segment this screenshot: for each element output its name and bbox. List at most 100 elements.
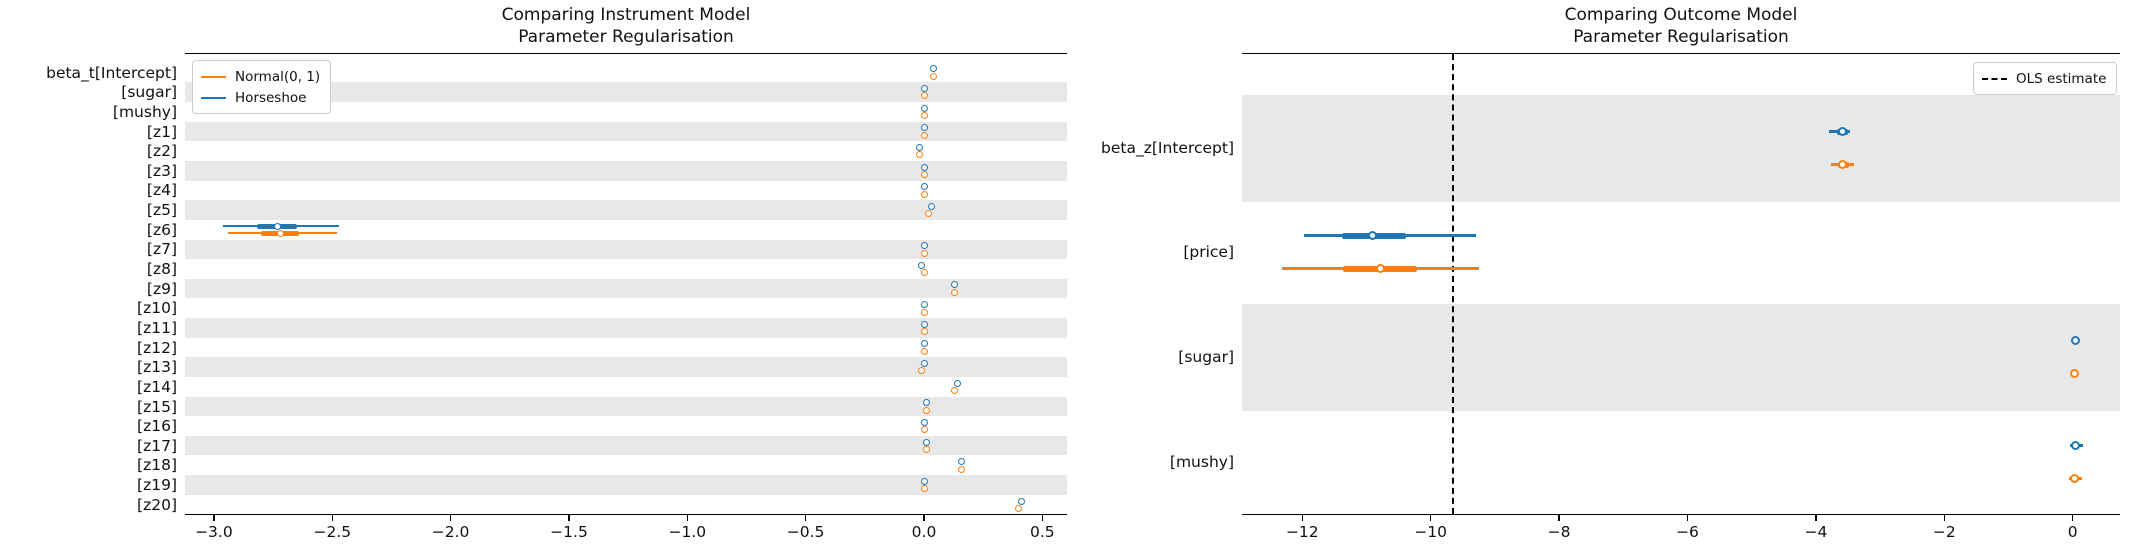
horseshoe-point-marker bbox=[920, 360, 928, 367]
ols-estimate-line bbox=[1452, 54, 1455, 514]
x-tick-mark bbox=[1686, 515, 1689, 521]
instrument-legend: Normal(0, 1) Horseshoe bbox=[192, 60, 332, 114]
horseshoe-point-marker bbox=[922, 399, 930, 407]
x-tick-label: −8 bbox=[1547, 523, 1571, 541]
normal-point-marker bbox=[920, 131, 928, 139]
x-tick-label: −12 bbox=[1285, 523, 1319, 541]
horseshoe-point-marker bbox=[920, 320, 928, 328]
normal-point-marker bbox=[920, 190, 928, 198]
bottom-spine bbox=[1242, 514, 2120, 516]
horseshoe-point-marker bbox=[274, 222, 282, 230]
row-label: [z13] bbox=[137, 358, 177, 377]
row-label: [z20] bbox=[137, 495, 177, 514]
x-tick-mark bbox=[568, 515, 570, 521]
x-tick-mark bbox=[331, 515, 333, 521]
x-tick-label: −0.5 bbox=[786, 523, 825, 541]
horseshoe-point-marker bbox=[953, 379, 961, 387]
x-tick-mark bbox=[2072, 515, 2074, 521]
normal-point-marker bbox=[2070, 369, 2080, 378]
horseshoe-point-marker bbox=[930, 65, 937, 73]
normal-point-marker bbox=[915, 151, 923, 159]
normal-point-marker bbox=[920, 249, 928, 257]
shaded-band bbox=[185, 357, 1067, 377]
row-label: [z12] bbox=[137, 338, 177, 357]
row-label: [z14] bbox=[137, 377, 177, 396]
top-spine bbox=[1242, 52, 2120, 54]
normal-point-marker bbox=[920, 171, 928, 178]
legend-label-horseshoe: Horseshoe bbox=[235, 89, 307, 106]
row-label: [z11] bbox=[137, 318, 177, 337]
row-label: [z3] bbox=[146, 161, 177, 180]
row-label: beta_t[Intercept] bbox=[46, 63, 177, 82]
instrument-plot-area: beta_t[Intercept] [sugar] [mushy] [z1] [z2][… bbox=[46, 52, 1067, 541]
shaded-band bbox=[185, 121, 1067, 142]
x-tick-label: −3.0 bbox=[195, 523, 233, 541]
x-tick-mark bbox=[1815, 515, 1817, 521]
horseshoe-point-marker bbox=[2070, 336, 2080, 345]
shaded-band bbox=[185, 318, 1067, 338]
shaded-band bbox=[185, 435, 1067, 456]
x-tick-mark bbox=[686, 515, 688, 521]
horseshoe-point-marker bbox=[920, 418, 928, 426]
row-label: [mushy] bbox=[112, 102, 177, 121]
row-label: [z17] bbox=[137, 436, 177, 455]
top-spine bbox=[185, 52, 1067, 54]
outcome-legend: OLS estimate bbox=[1973, 62, 2118, 95]
x-tick-label: −4 bbox=[1804, 523, 1828, 541]
row-label: [mushy] bbox=[1169, 453, 1234, 471]
horseshoe-point-marker bbox=[1368, 231, 1378, 240]
normal-point-marker bbox=[918, 367, 926, 375]
normal-point-marker bbox=[922, 406, 930, 414]
legend-label-normal: Normal(0, 1) bbox=[235, 68, 321, 85]
horseshoe-point-marker bbox=[1838, 127, 1848, 136]
x-tick-label: −1.5 bbox=[550, 523, 588, 541]
ols-dashed-line-sample-icon bbox=[1982, 77, 2007, 80]
normal-line-sample-icon bbox=[201, 75, 226, 78]
horseshoe-point-marker bbox=[922, 438, 930, 446]
x-tick-mark bbox=[449, 515, 452, 521]
x-tick-mark bbox=[1041, 515, 1043, 521]
row-label: [z19] bbox=[137, 476, 177, 494]
shaded-band bbox=[1242, 94, 2120, 202]
horseshoe-point-marker bbox=[920, 477, 928, 485]
x-tick-label: −10 bbox=[1414, 523, 1448, 541]
normal-point-marker bbox=[925, 210, 933, 218]
shaded-band bbox=[185, 475, 1067, 495]
shaded-band bbox=[185, 239, 1067, 260]
horseshoe-point-marker bbox=[927, 202, 935, 210]
x-tick-label: −1.0 bbox=[668, 523, 707, 541]
horseshoe-point-marker bbox=[920, 163, 928, 171]
row-label: [z6] bbox=[146, 220, 177, 239]
normal-point-marker bbox=[920, 92, 928, 100]
row-label: [z16] bbox=[137, 417, 177, 436]
normal-point-marker bbox=[958, 465, 966, 473]
normal-point-marker bbox=[920, 328, 928, 336]
horseshoe-point-marker bbox=[918, 261, 926, 269]
horseshoe-point-marker bbox=[920, 242, 928, 250]
horseshoe-point-marker bbox=[920, 124, 928, 132]
x-tick-label: −2 bbox=[1932, 523, 1956, 541]
normal-point-marker bbox=[276, 229, 284, 237]
normal-point-marker bbox=[951, 288, 959, 296]
legend-label-ols: OLS estimate bbox=[2016, 70, 2107, 87]
normal-point-marker bbox=[1375, 264, 1385, 273]
x-tick-label: −6 bbox=[1676, 523, 1699, 541]
legend-item-normal: Normal(0, 1) bbox=[201, 66, 320, 87]
row-label: [z1] bbox=[146, 122, 177, 141]
x-tick-mark bbox=[923, 515, 925, 521]
normal-point-marker bbox=[920, 112, 928, 120]
shaded-band bbox=[185, 200, 1067, 220]
horseshoe-point-marker bbox=[951, 281, 959, 289]
row-label: [z18] bbox=[137, 456, 177, 475]
x-tick-mark bbox=[1430, 515, 1432, 521]
normal-point-marker bbox=[920, 269, 928, 277]
x-tick-label: −2.5 bbox=[313, 523, 352, 541]
x-tick-mark bbox=[1943, 515, 1945, 521]
row-label: [z9] bbox=[146, 279, 177, 298]
row-label: [z7] bbox=[146, 240, 177, 259]
row-label: [z8] bbox=[146, 260, 177, 278]
horseshoe-point-marker bbox=[920, 183, 928, 191]
horseshoe-point-marker bbox=[920, 85, 928, 92]
